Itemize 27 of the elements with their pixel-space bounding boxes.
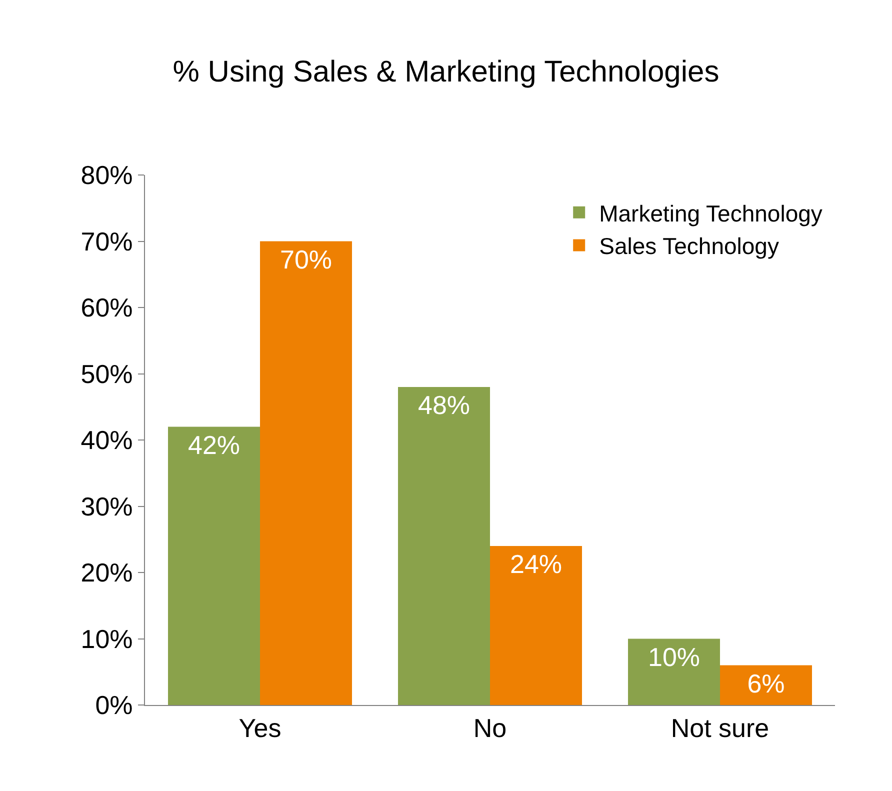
legend-label: Marketing Technology [599,200,823,226]
data-label: 48% [418,390,470,420]
y-tick-label: 0% [95,690,133,720]
x-tick-label: Yes [238,713,282,744]
bar [260,241,352,705]
y-tick-label: 30% [80,491,133,522]
bar [490,546,582,705]
x-tick-label: No [473,713,507,744]
bar [398,387,490,705]
y-tick-label: 20% [80,558,133,588]
bar [720,665,812,705]
y-tick-label: 80% [80,160,133,190]
data-label: 6% [747,668,785,698]
data-label: 70% [280,244,332,274]
y-tick-label: 70% [80,226,133,256]
legend-label: Sales Technology [599,233,780,260]
x-tick-label: Not sure [670,713,770,744]
data-label: 10% [648,642,700,672]
y-tick-label: 50% [80,358,133,389]
y-tick-label: 40% [80,425,133,456]
data-label: 24% [510,549,562,579]
chart-title: % Using Sales & Marketing Technologies [172,56,720,89]
bar [628,638,720,705]
y-tick-label: 60% [80,292,133,323]
data-label: 42% [188,430,240,460]
bar [168,426,260,705]
y-tick-label: 10% [80,624,133,654]
